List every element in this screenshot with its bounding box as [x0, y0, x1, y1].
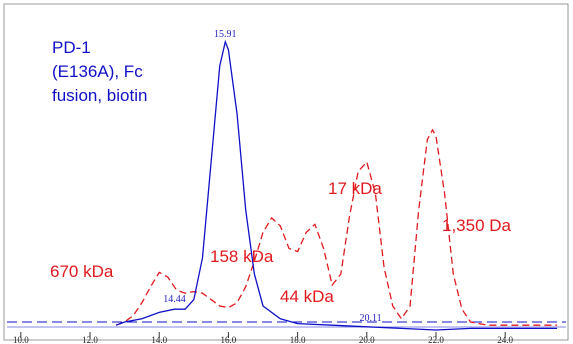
x-tick-label: 24.0 — [497, 335, 513, 344]
x-tick-label: 18.0 — [290, 335, 306, 344]
frame — [3, 3, 569, 341]
title-line: (E136A), Fc — [52, 62, 143, 81]
x-tick-label: 20.0 — [359, 335, 375, 344]
peak-label: 20.11 — [360, 313, 382, 324]
annotation: 17 kDa — [328, 179, 382, 198]
x-tick-label: 22.0 — [428, 335, 444, 344]
annotation: 44 kDa — [280, 287, 334, 306]
x-tick-label: 10.0 — [13, 335, 29, 344]
annotation: 670 kDa — [50, 262, 114, 281]
annotation: 1,350 Da — [442, 216, 512, 235]
title-line: fusion, biotin — [52, 86, 147, 105]
x-tick-label: 12.0 — [82, 335, 98, 344]
series-line — [115, 39, 558, 331]
peak-label: 14.44 — [163, 294, 186, 305]
x-tick-label: 14.0 — [151, 335, 167, 344]
title-line: PD-1 — [52, 38, 91, 57]
x-tick-label: 16.0 — [221, 335, 237, 344]
peak-label: 15.91 — [214, 29, 237, 40]
series-line — [115, 128, 558, 326]
annotation: 158 kDa — [210, 247, 274, 266]
